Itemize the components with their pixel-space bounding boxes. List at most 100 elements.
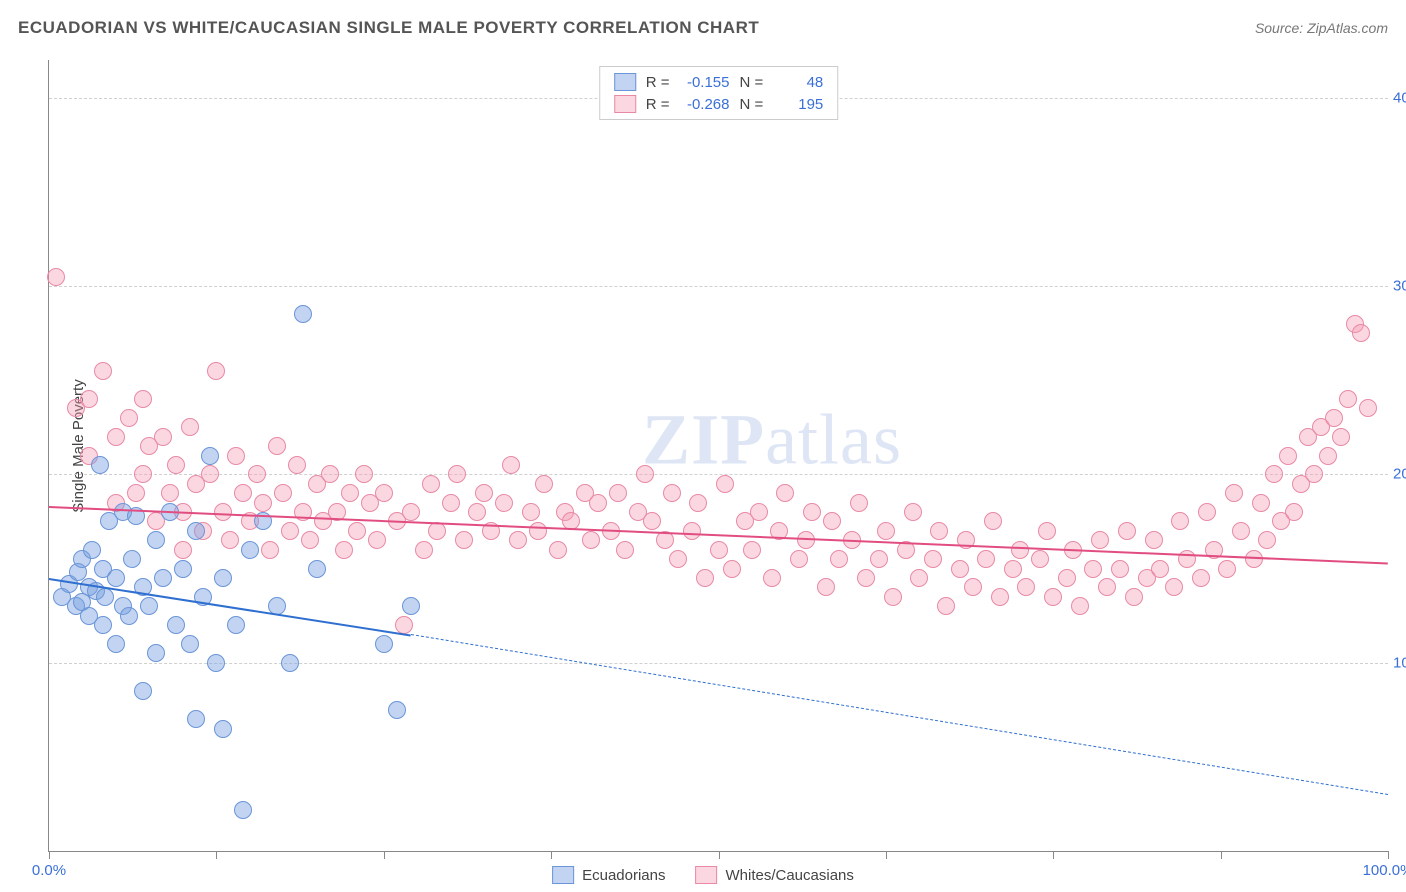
point-ecuadorians [375,635,393,653]
x-tick [551,851,552,859]
x-tick-label: 0.0% [32,862,66,879]
point-whites [1058,569,1076,587]
point-whites [368,531,386,549]
point-whites [1071,597,1089,615]
point-whites [468,503,486,521]
point-whites [663,484,681,502]
correlation-legend: R = -0.155 N = 48 R = -0.268 N = 195 [599,66,839,120]
point-whites [850,494,868,512]
point-whites [951,560,969,578]
point-whites [991,588,1009,606]
point-whites [910,569,928,587]
point-whites [355,465,373,483]
point-whites [127,484,145,502]
point-ecuadorians [214,720,232,738]
point-whites [1252,494,1270,512]
point-whites [776,484,794,502]
point-whites [1198,503,1216,521]
point-whites [301,531,319,549]
point-whites [274,484,292,502]
point-whites [1011,541,1029,559]
point-whites [1098,578,1116,596]
point-whites [1125,588,1143,606]
point-whites [716,475,734,493]
point-ecuadorians [234,801,252,819]
point-whites [797,531,815,549]
swatch-whites [614,95,636,113]
point-whites [1332,428,1350,446]
x-tick [49,851,50,859]
point-whites [1165,578,1183,596]
watermark: ZIPatlas [642,398,902,481]
point-whites [422,475,440,493]
point-whites [455,531,473,549]
legend-row-whites: R = -0.268 N = 195 [614,93,824,115]
point-whites [174,541,192,559]
point-ecuadorians [227,616,245,634]
point-whites [1017,578,1035,596]
point-ecuadorians [154,569,172,587]
point-whites [1031,550,1049,568]
point-whites [1258,531,1276,549]
point-whites [107,428,125,446]
point-ecuadorians [214,569,232,587]
point-whites [94,362,112,380]
y-tick-label: 30.0% [1393,278,1406,295]
point-whites [937,597,955,615]
point-whites [395,616,413,634]
point-whites [904,503,922,521]
point-ecuadorians [207,654,225,672]
point-ecuadorians [167,616,185,634]
point-ecuadorians [107,569,125,587]
point-whites [1285,503,1303,521]
point-whites [442,494,460,512]
point-ecuadorians [120,607,138,625]
point-whites [1279,447,1297,465]
x-tick [216,851,217,859]
point-whites [201,465,219,483]
point-whites [1004,560,1022,578]
point-whites [823,512,841,530]
point-ecuadorians [147,644,165,662]
point-ecuadorians [96,588,114,606]
point-ecuadorians [91,456,109,474]
point-whites [375,484,393,502]
point-whites [609,484,627,502]
point-whites [636,465,654,483]
gridline [49,663,1388,664]
point-whites [984,512,1002,530]
point-whites [207,362,225,380]
swatch-ecuadorians-bottom [552,866,574,884]
point-whites [1044,588,1062,606]
point-ecuadorians [134,682,152,700]
point-whites [1151,560,1169,578]
point-ecuadorians [181,635,199,653]
x-tick-label: 100.0% [1363,862,1406,879]
point-ecuadorians [94,616,112,634]
point-whites [154,428,172,446]
point-whites [221,531,239,549]
point-ecuadorians [294,305,312,323]
point-ecuadorians [187,522,205,540]
point-whites [710,541,728,559]
point-whites [582,531,600,549]
y-tick-label: 40.0% [1393,89,1406,106]
point-whites [790,550,808,568]
point-whites [161,484,179,502]
point-whites [1305,465,1323,483]
point-whites [234,484,252,502]
point-whites [643,512,661,530]
legend-row-ecuadorians: R = -0.155 N = 48 [614,71,824,93]
point-ecuadorians [123,550,141,568]
point-ecuadorians [308,560,326,578]
point-whites [248,465,266,483]
point-whites [1325,409,1343,427]
point-whites [47,268,65,286]
point-whites [288,456,306,474]
point-whites [502,456,520,474]
point-whites [683,522,701,540]
point-whites [495,494,513,512]
point-whites [930,522,948,540]
point-whites [817,578,835,596]
point-whites [1145,531,1163,549]
